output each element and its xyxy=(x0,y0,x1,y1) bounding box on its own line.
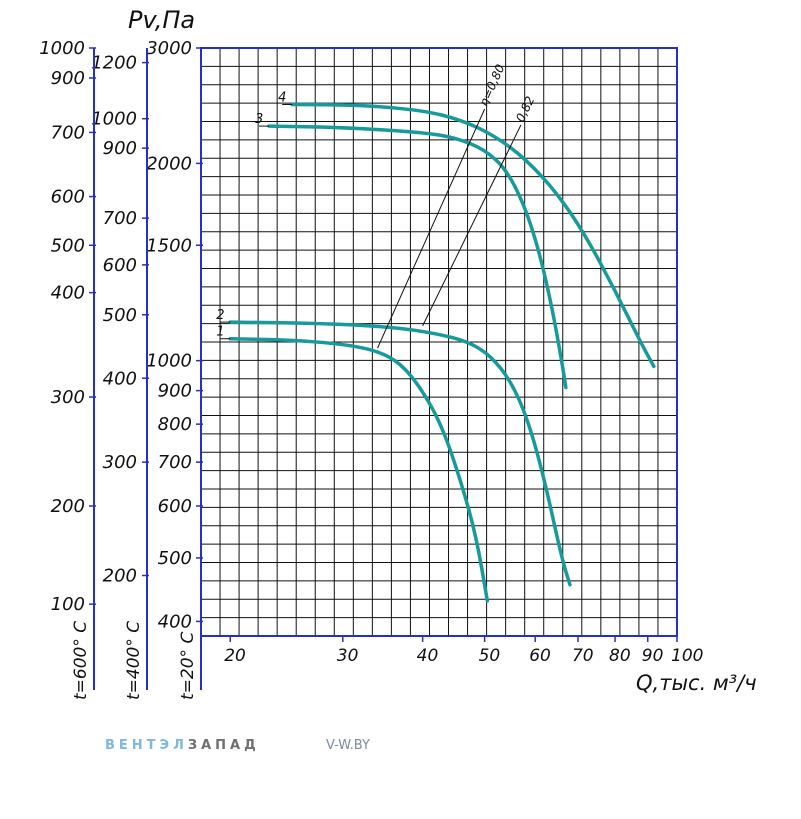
y-tick-label: 900 xyxy=(51,68,85,89)
axes: 20 30 40 50 60 70 80 90 100300020001500100090080… xyxy=(39,38,703,700)
y-tick-label: 900 xyxy=(158,381,192,402)
plot-frame xyxy=(200,47,678,637)
curve-2 xyxy=(228,320,572,587)
x-tick-label: 30 xyxy=(337,646,359,666)
x-tick-label: 60 xyxy=(529,646,551,666)
x-tick-label: 70 xyxy=(572,646,594,666)
brand-logo: ВЕНТЭЛЗАПАД xyxy=(105,738,260,753)
brand-name-part2: ЗАПАД xyxy=(187,738,260,753)
y-tick-label: 100 xyxy=(51,594,85,615)
y-tick-label: 200 xyxy=(51,496,85,517)
y-tick-label: 1000 xyxy=(39,38,85,59)
axis-labels: Pv,Па Q,тыс. м³/ч xyxy=(128,6,757,695)
x-tick-label: 50 xyxy=(479,646,501,666)
efficiency-label: 0,82 xyxy=(513,94,537,124)
y-tick-label: 1200 xyxy=(91,53,137,74)
y-axis-temperature-label: t=20° C xyxy=(178,632,198,700)
y-tick-label: 400 xyxy=(158,611,192,632)
efficiency-line xyxy=(377,108,486,349)
y-tick-label: 2000 xyxy=(146,153,192,174)
curve-label-2: 2 xyxy=(216,308,224,323)
x-tick-label: 80 xyxy=(609,646,631,666)
curve-label-4: 4 xyxy=(278,90,286,105)
curve-label-1: 1 xyxy=(216,325,224,340)
y-axis-title: Pv,Па xyxy=(128,6,195,34)
y-tick-label: 500 xyxy=(51,235,85,256)
y-tick-label: 800 xyxy=(158,414,192,435)
y-tick-label: 1000 xyxy=(91,109,137,130)
y-tick-label: 700 xyxy=(51,122,85,143)
brand-name-part1: ВЕНТЭЛ xyxy=(105,738,188,753)
y-axis-temperature-label: t=600° C xyxy=(71,621,91,700)
y-tick-label: 1500 xyxy=(146,235,192,256)
performance-curves: 1 2 34 xyxy=(216,90,656,603)
y-tick-label: 400 xyxy=(51,283,85,304)
x-tick-label: 90 xyxy=(642,646,664,666)
curve-label-3: 3 xyxy=(255,112,263,127)
x-axis-title: Q,тыс. м³/ч xyxy=(636,671,757,695)
y-tick-label: 600 xyxy=(103,255,137,276)
y-tick-label: 700 xyxy=(103,208,137,229)
y-tick-label: 900 xyxy=(103,138,137,159)
y-axis-temperature-label: t=400° C xyxy=(124,621,144,700)
y-tick-label: 400 xyxy=(103,368,137,389)
y-tick-label: 3000 xyxy=(146,38,192,59)
y-tick-label: 300 xyxy=(103,452,137,473)
x-tick-label: 100 xyxy=(671,646,703,666)
y-tick-label: 600 xyxy=(158,496,192,517)
y-tick-label: 1000 xyxy=(146,351,192,372)
curve-1 xyxy=(228,336,490,603)
brand-site: V-W.BY xyxy=(326,738,370,753)
efficiency-line xyxy=(422,124,522,327)
y-tick-label: 500 xyxy=(103,305,137,326)
curve-3 xyxy=(267,124,568,390)
y-tick-label: 700 xyxy=(158,452,192,473)
curve-4 xyxy=(290,102,656,369)
y-tick-label: 600 xyxy=(51,187,85,208)
x-tick-label: 40 xyxy=(417,646,439,666)
y-tick-label: 300 xyxy=(51,387,85,408)
x-tick-label: 20 xyxy=(224,646,246,666)
y-tick-label: 500 xyxy=(158,548,192,569)
y-tick-label: 200 xyxy=(103,566,137,587)
